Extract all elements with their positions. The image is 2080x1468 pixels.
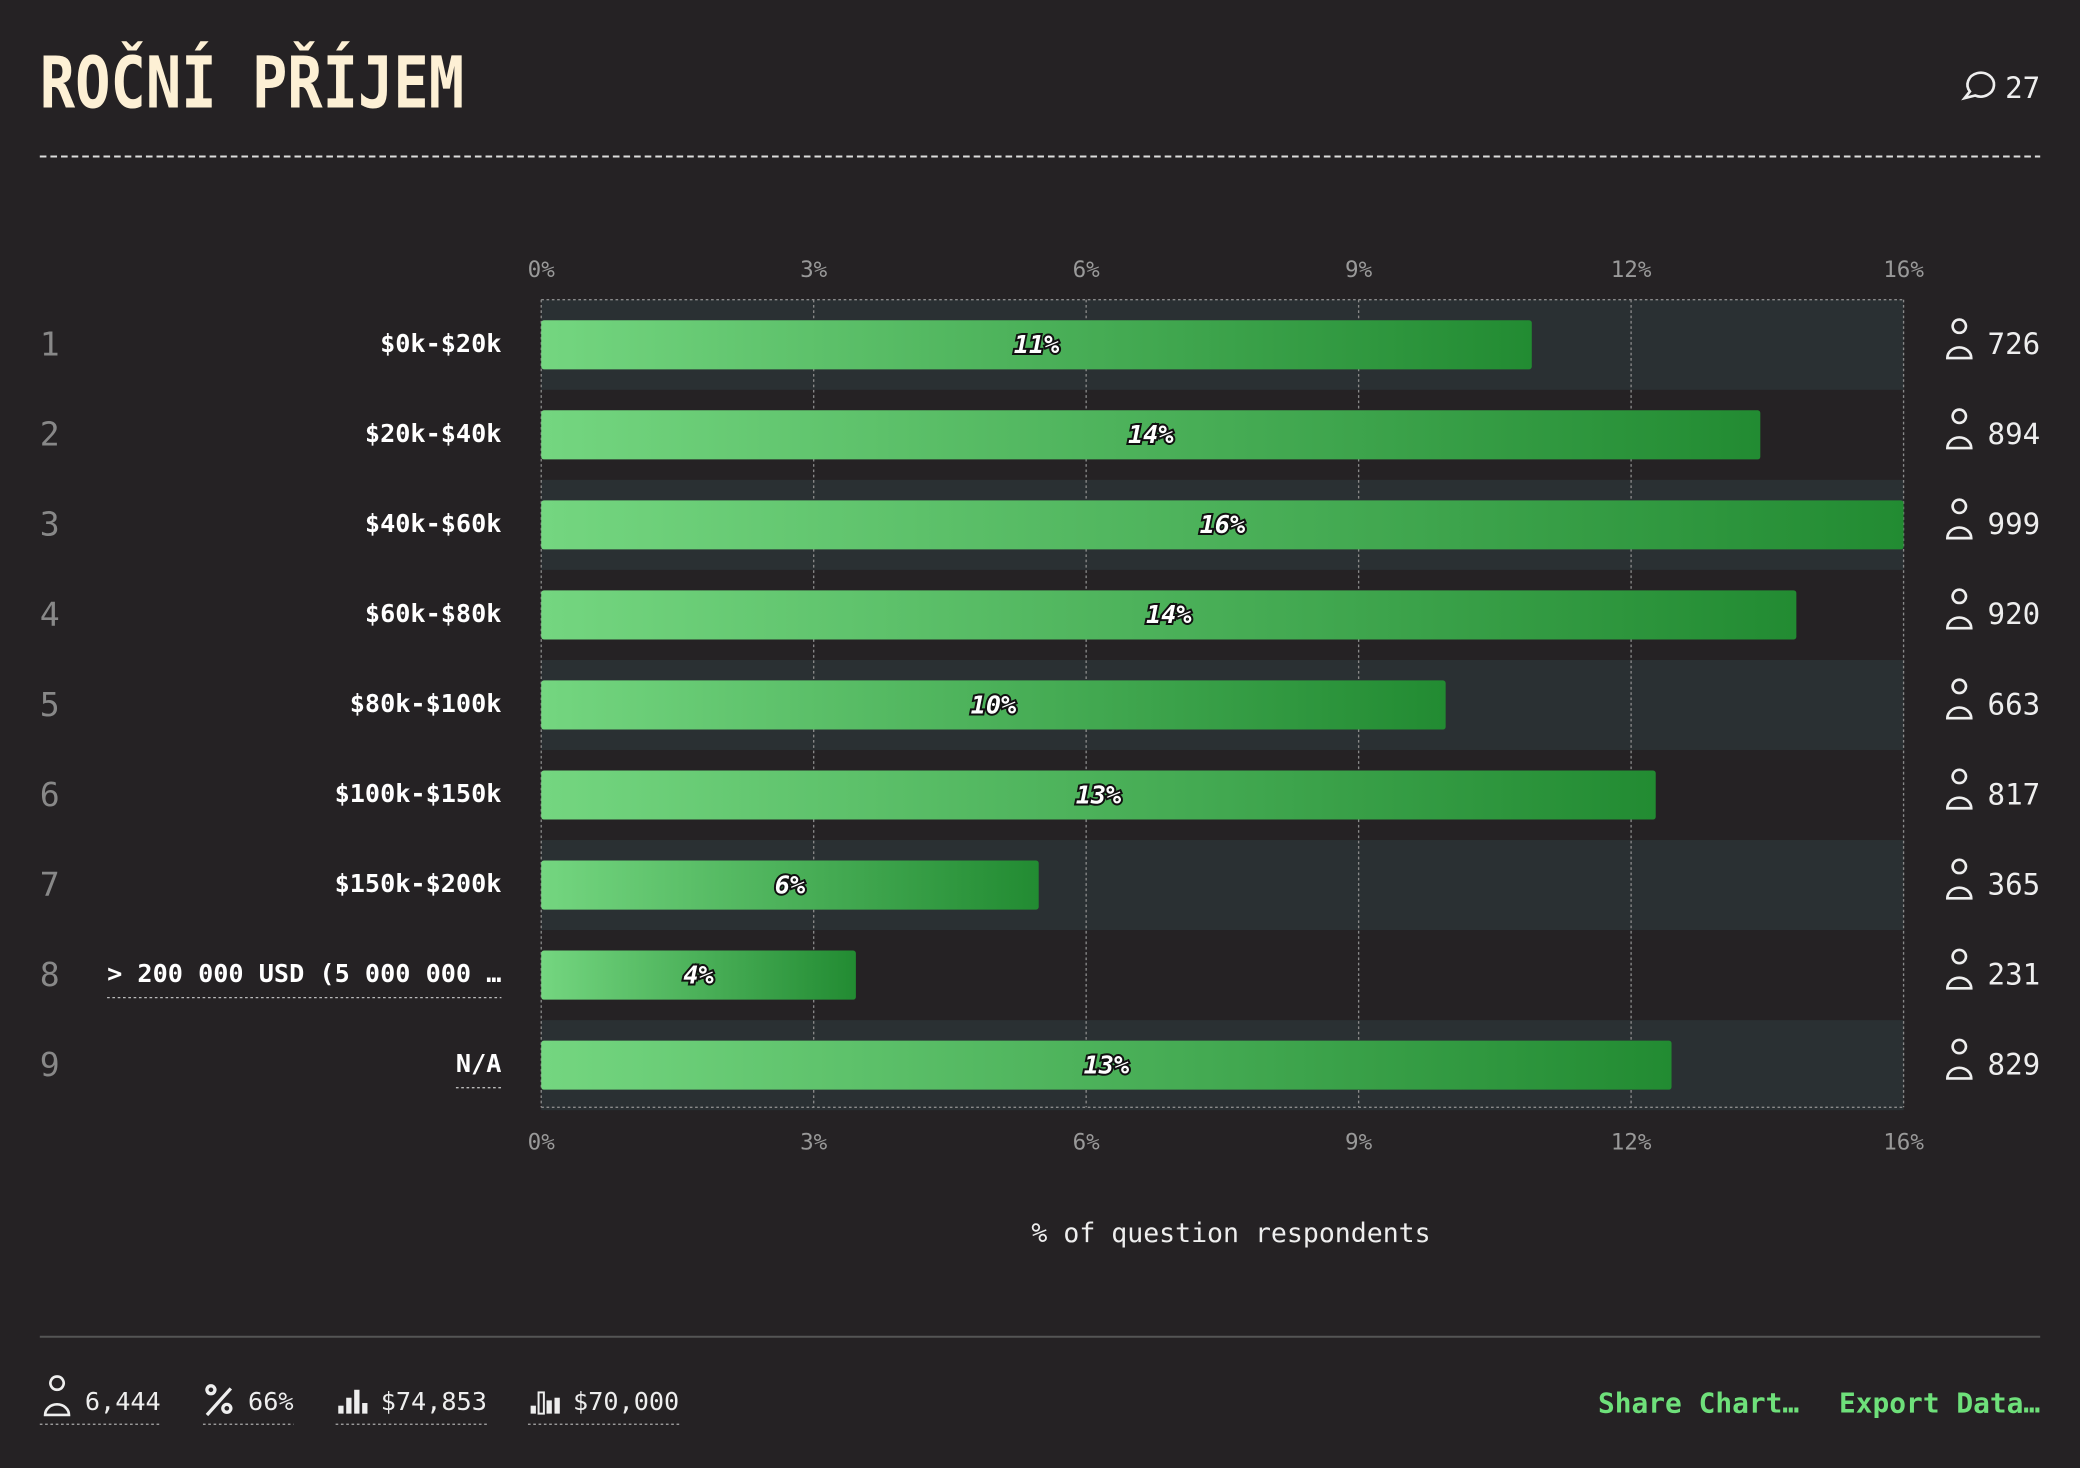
footer-stat[interactable]: $74,853 bbox=[381, 1387, 487, 1416]
count: 365 bbox=[1988, 867, 2041, 901]
x-tick-label: 6% bbox=[1073, 257, 1101, 283]
x-tick-label: 16% bbox=[1883, 257, 1924, 283]
count: 726 bbox=[1988, 327, 2041, 361]
stat-icon bbox=[354, 1389, 360, 1414]
bar bbox=[541, 590, 1797, 640]
rank: 5 bbox=[40, 685, 60, 724]
stat-icon bbox=[537, 1391, 545, 1415]
category-label: $20k-$40k bbox=[365, 419, 502, 448]
count: 894 bbox=[1988, 417, 2041, 451]
stat-icon bbox=[554, 1397, 560, 1414]
comment-icon[interactable] bbox=[1961, 71, 1996, 101]
rank: 3 bbox=[40, 505, 60, 544]
count-icon bbox=[1946, 408, 1973, 450]
count-icon bbox=[1946, 948, 1973, 990]
count: 231 bbox=[1988, 957, 2041, 991]
count-icon bbox=[1946, 588, 1973, 630]
bar bbox=[541, 410, 1761, 460]
category-label[interactable]: N/A bbox=[456, 1049, 502, 1078]
rank: 7 bbox=[40, 865, 60, 904]
footer-stat[interactable]: 6,444 bbox=[85, 1387, 161, 1416]
value-label: 14% bbox=[1128, 420, 1174, 449]
footer-stat[interactable]: $70,000 bbox=[573, 1387, 679, 1416]
rank: 1 bbox=[40, 325, 60, 364]
category-label: $100k-$150k bbox=[335, 779, 502, 808]
x-tick-label: 12% bbox=[1611, 257, 1652, 283]
category-label: $0k-$20k bbox=[380, 329, 501, 358]
bar bbox=[541, 770, 1656, 820]
count-icon bbox=[1946, 318, 1973, 360]
rank: 9 bbox=[40, 1045, 60, 1084]
rank: 6 bbox=[40, 775, 60, 814]
stat-icon bbox=[530, 1405, 536, 1414]
export-button[interactable]: Export Data… bbox=[1839, 1386, 2040, 1419]
count: 829 bbox=[1988, 1047, 2041, 1081]
x-tick-label: 9% bbox=[1345, 257, 1373, 283]
count-icon bbox=[1946, 678, 1973, 720]
stat-icon bbox=[346, 1397, 352, 1414]
category-label[interactable]: > 200 000 USD (5 000 000 … bbox=[107, 959, 501, 988]
count-icon bbox=[1946, 768, 1973, 810]
count: 663 bbox=[1988, 687, 2041, 721]
value-label: 11% bbox=[1014, 330, 1060, 359]
x-tick-label: 3% bbox=[800, 257, 828, 283]
x-axis-label: % of question respondents bbox=[1031, 1218, 1430, 1249]
value-label: 6% bbox=[775, 870, 805, 899]
bar bbox=[541, 500, 1904, 550]
value-label: 16% bbox=[1200, 510, 1246, 539]
count-icon bbox=[1946, 498, 1973, 540]
category-label: $80k-$100k bbox=[350, 689, 502, 718]
stat-icon bbox=[338, 1405, 344, 1414]
x-tick-label: 0% bbox=[528, 257, 556, 283]
category-label: $40k-$60k bbox=[365, 509, 502, 538]
x-tick-label: 9% bbox=[1345, 1130, 1373, 1156]
count: 999 bbox=[1988, 507, 2041, 541]
category-label: $60k-$80k bbox=[365, 599, 502, 628]
bar bbox=[541, 950, 856, 1000]
share-button[interactable]: Share Chart… bbox=[1598, 1386, 1799, 1419]
bar bbox=[541, 320, 1532, 370]
x-tick-label: 3% bbox=[800, 1130, 828, 1156]
chart-title: ROČNÍ PŘÍJEM bbox=[40, 39, 464, 124]
stat-icon bbox=[43, 1375, 71, 1417]
x-tick-label: 12% bbox=[1611, 1130, 1652, 1156]
value-label: 4% bbox=[683, 960, 713, 989]
value-label: 10% bbox=[971, 690, 1017, 719]
rank: 2 bbox=[40, 415, 60, 454]
value-label: 14% bbox=[1146, 600, 1192, 629]
x-tick-label: 0% bbox=[528, 1130, 556, 1156]
comment-count[interactable]: 27 bbox=[2005, 71, 2040, 105]
bar bbox=[541, 680, 1446, 730]
count-icon bbox=[1946, 1038, 1973, 1080]
bar bbox=[541, 1040, 1672, 1090]
count-icon bbox=[1946, 858, 1973, 900]
value-label: 13% bbox=[1084, 1050, 1130, 1079]
footer-stat[interactable]: 66% bbox=[248, 1387, 294, 1416]
value-label: 13% bbox=[1076, 780, 1122, 809]
count: 817 bbox=[1988, 777, 2041, 811]
stat-icon bbox=[546, 1400, 552, 1414]
category-label: $150k-$200k bbox=[335, 869, 502, 898]
x-tick-label: 6% bbox=[1073, 1130, 1101, 1156]
stat-icon bbox=[205, 1384, 233, 1417]
count: 920 bbox=[1988, 597, 2041, 631]
rank: 8 bbox=[40, 955, 60, 994]
rank: 4 bbox=[40, 595, 60, 634]
stat-icon bbox=[362, 1403, 368, 1414]
x-tick-label: 16% bbox=[1883, 1130, 1924, 1156]
bar bbox=[541, 860, 1039, 910]
